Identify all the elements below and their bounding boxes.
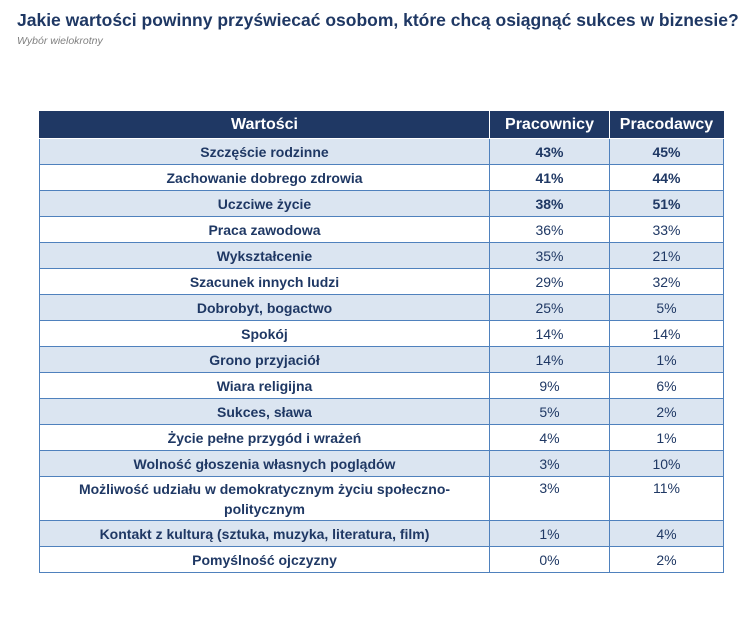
table-row: Życie pełne przygód i wrażeń 4% 1% — [39, 424, 724, 451]
page-subtitle: Wybór wielokrotny — [17, 35, 103, 47]
cell-pracownicy: 3% — [489, 476, 610, 521]
row-label: Pomyślność ojczyzny — [39, 546, 490, 573]
cell-pracownicy: 14% — [489, 320, 610, 347]
cell-pracownicy: 3% — [489, 450, 610, 477]
row-label: Spokój — [39, 320, 490, 347]
cell-pracodawcy: 10% — [609, 450, 724, 477]
table-row: Uczciwe życie 38% 51% — [39, 190, 724, 217]
cell-pracownicy: 1% — [489, 520, 610, 547]
cell-pracownicy: 5% — [489, 398, 610, 425]
cell-pracodawcy: 14% — [609, 320, 724, 347]
cell-pracownicy: 25% — [489, 294, 610, 321]
table-row: Pomyślność ojczyzny 0% 2% — [39, 546, 724, 573]
table-row: Praca zawodowa 36% 33% — [39, 216, 724, 243]
cell-pracownicy: 41% — [489, 164, 610, 191]
row-label: Sukces, sława — [39, 398, 490, 425]
table-row: Szczęście rodzinne 43% 45% — [39, 138, 724, 165]
cell-pracownicy: 43% — [489, 138, 610, 165]
table-header-row: Wartości Pracownicy Pracodawcy — [39, 111, 724, 139]
cell-pracodawcy: 1% — [609, 424, 724, 451]
table-row: Zachowanie dobrego zdrowia 41% 44% — [39, 164, 724, 191]
table-row: Wiara religijna 9% 6% — [39, 372, 724, 399]
row-label: Wolność głoszenia własnych poglądów — [39, 450, 490, 477]
row-label: Wiara religijna — [39, 372, 490, 399]
table-row: Szacunek innych ludzi 29% 32% — [39, 268, 724, 295]
table-row: Wolność głoszenia własnych poglądów 3% 10% — [39, 450, 724, 477]
values-table: Wartości Pracownicy Pracodawcy Szczęście… — [39, 111, 724, 573]
cell-pracodawcy: 33% — [609, 216, 724, 243]
table-row: Sukces, sława 5% 2% — [39, 398, 724, 425]
row-label: Zachowanie dobrego zdrowia — [39, 164, 490, 191]
cell-pracodawcy: 21% — [609, 242, 724, 269]
cell-pracodawcy: 51% — [609, 190, 724, 217]
row-label: Uczciwe życie — [39, 190, 490, 217]
row-label: Praca zawodowa — [39, 216, 490, 243]
row-label: Szczęście rodzinne — [39, 138, 490, 165]
row-label: Możliwość udziału w demokratycznym życiu… — [39, 476, 490, 521]
row-label: Kontakt z kulturą (sztuka, muzyka, liter… — [39, 520, 490, 547]
cell-pracodawcy: 45% — [609, 138, 724, 165]
cell-pracownicy: 14% — [489, 346, 610, 373]
cell-pracodawcy: 2% — [609, 398, 724, 425]
cell-pracownicy: 4% — [489, 424, 610, 451]
column-header-wartosci: Wartości — [39, 111, 490, 139]
cell-pracodawcy: 44% — [609, 164, 724, 191]
cell-pracownicy: 38% — [489, 190, 610, 217]
table-row: Spokój 14% 14% — [39, 320, 724, 347]
cell-pracownicy: 0% — [489, 546, 610, 573]
column-header-pracownicy: Pracownicy — [489, 111, 610, 139]
row-label: Grono przyjaciół — [39, 346, 490, 373]
cell-pracodawcy: 1% — [609, 346, 724, 373]
table-row: Wykształcenie 35% 21% — [39, 242, 724, 269]
cell-pracownicy: 36% — [489, 216, 610, 243]
row-label: Życie pełne przygód i wrażeń — [39, 424, 490, 451]
cell-pracownicy: 9% — [489, 372, 610, 399]
table-row: Kontakt z kulturą (sztuka, muzyka, liter… — [39, 520, 724, 547]
row-label: Wykształcenie — [39, 242, 490, 269]
table-row: Możliwość udziału w demokratycznym życiu… — [39, 476, 724, 521]
row-label: Szacunek innych ludzi — [39, 268, 490, 295]
cell-pracodawcy: 4% — [609, 520, 724, 547]
cell-pracodawcy: 11% — [609, 476, 724, 521]
cell-pracodawcy: 2% — [609, 546, 724, 573]
table-row: Dobrobyt, bogactwo 25% 5% — [39, 294, 724, 321]
table-body: Szczęście rodzinne 43% 45% Zachowanie dobre… — [39, 138, 724, 573]
cell-pracodawcy: 5% — [609, 294, 724, 321]
cell-pracodawcy: 32% — [609, 268, 724, 295]
cell-pracownicy: 29% — [489, 268, 610, 295]
table-row: Grono przyjaciół 14% 1% — [39, 346, 724, 373]
cell-pracownicy: 35% — [489, 242, 610, 269]
row-label: Dobrobyt, bogactwo — [39, 294, 490, 321]
cell-pracodawcy: 6% — [609, 372, 724, 399]
page-title: Jakie wartości powinny przyświecać osobo… — [17, 10, 739, 30]
column-header-pracodawcy: Pracodawcy — [609, 111, 724, 139]
